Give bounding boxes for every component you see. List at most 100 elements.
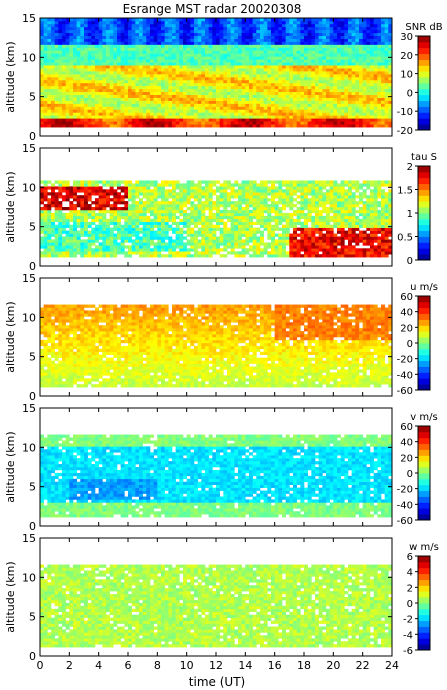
heatmap-cell bbox=[131, 20, 136, 25]
heatmap-cell bbox=[267, 62, 272, 66]
heatmap-cell bbox=[359, 20, 363, 25]
heatmap-cell bbox=[58, 59, 63, 63]
heatmap-cell bbox=[256, 124, 261, 128]
heatmap-cell bbox=[190, 65, 195, 69]
heatmap-cell bbox=[337, 62, 341, 66]
heatmap-cell bbox=[263, 32, 268, 36]
heatmap-cell bbox=[212, 41, 217, 45]
heatmap-cell bbox=[91, 218, 96, 223]
heatmap-cell bbox=[135, 35, 140, 39]
heatmap-cell bbox=[109, 85, 114, 90]
heatmap-cell bbox=[208, 18, 213, 22]
heatmap-cell bbox=[230, 124, 235, 128]
heatmap-cell bbox=[212, 65, 217, 69]
heatmap-cell bbox=[384, 47, 389, 51]
heatmap-cell bbox=[58, 106, 63, 110]
heatmap-cell bbox=[366, 53, 371, 57]
heatmap-cell bbox=[315, 65, 319, 69]
heatmap-cell bbox=[230, 207, 235, 211]
heatmap-cell bbox=[102, 77, 107, 81]
heatmap-cell bbox=[76, 56, 81, 60]
heatmap-cell bbox=[183, 215, 187, 220]
heatmap-cell bbox=[139, 227, 143, 231]
heatmap-cell bbox=[161, 230, 165, 234]
heatmap-cell bbox=[186, 239, 191, 243]
heatmap-cell bbox=[62, 44, 66, 48]
heatmap-cell bbox=[172, 41, 176, 45]
heatmap-cell bbox=[241, 230, 246, 234]
heatmap-cell bbox=[216, 195, 220, 199]
heatmap-cell bbox=[179, 201, 184, 205]
heatmap-cell bbox=[245, 112, 250, 116]
heatmap-cell bbox=[333, 38, 338, 42]
heatmap-cell bbox=[337, 82, 341, 87]
heatmap-cell bbox=[322, 20, 327, 25]
heatmap-cell bbox=[43, 103, 48, 107]
heatmap-cell bbox=[117, 180, 121, 184]
colorbar-segment bbox=[418, 94, 430, 102]
heatmap-cell bbox=[157, 218, 162, 223]
heatmap-cell bbox=[234, 215, 239, 220]
heatmap-cell bbox=[201, 41, 206, 45]
heatmap-cell bbox=[47, 38, 52, 42]
heatmap-cell bbox=[384, 18, 389, 22]
heatmap-cell bbox=[124, 227, 129, 231]
heatmap-cell bbox=[208, 245, 213, 249]
heatmap-cell bbox=[175, 242, 180, 246]
heatmap-cell bbox=[113, 23, 118, 28]
heatmap-cell bbox=[329, 32, 334, 36]
heatmap-cell bbox=[142, 88, 147, 93]
heatmap-cell bbox=[377, 44, 382, 48]
heatmap-cell bbox=[87, 97, 92, 101]
heatmap-cell bbox=[117, 195, 121, 199]
heatmap-cell bbox=[51, 189, 55, 193]
heatmap-cell bbox=[340, 88, 345, 93]
heatmap-cell bbox=[271, 79, 275, 84]
heatmap-cell bbox=[95, 50, 99, 54]
heatmap-cell bbox=[175, 115, 180, 119]
heatmap-cell bbox=[47, 59, 52, 63]
heatmap-cell bbox=[252, 124, 257, 128]
heatmap-cell bbox=[216, 248, 220, 252]
heatmap-cell bbox=[175, 204, 180, 208]
heatmap-cell bbox=[190, 215, 195, 220]
heatmap-cell bbox=[161, 59, 165, 63]
heatmap-cell bbox=[329, 56, 334, 60]
heatmap-cell bbox=[131, 79, 136, 84]
heatmap-cell bbox=[304, 53, 308, 57]
heatmap-cell bbox=[212, 230, 217, 234]
heatmap-cell bbox=[124, 207, 129, 211]
heatmap-cell bbox=[348, 124, 352, 128]
heatmap-cell bbox=[80, 68, 85, 72]
heatmap-cell bbox=[161, 189, 165, 193]
heatmap-cell bbox=[87, 230, 92, 234]
heatmap-cell bbox=[238, 242, 242, 246]
heatmap-cell bbox=[179, 248, 184, 252]
heatmap-cell bbox=[315, 26, 319, 31]
heatmap-cell bbox=[40, 77, 44, 81]
heatmap-cell bbox=[370, 41, 374, 45]
heatmap-cell bbox=[355, 29, 360, 34]
heatmap-cell bbox=[355, 79, 360, 84]
heatmap-cell bbox=[333, 82, 338, 87]
heatmap-cell bbox=[168, 112, 173, 116]
heatmap-cell bbox=[362, 53, 367, 57]
heatmap-cell bbox=[161, 23, 165, 28]
heatmap-cell bbox=[208, 248, 213, 252]
heatmap-cell bbox=[227, 204, 231, 208]
heatmap-cell bbox=[179, 20, 184, 25]
heatmap-cell bbox=[146, 224, 151, 228]
heatmap-cell bbox=[351, 53, 356, 57]
heatmap-cell bbox=[43, 183, 48, 187]
heatmap-cell bbox=[164, 29, 169, 34]
heatmap-cell bbox=[249, 183, 253, 187]
heatmap-cell bbox=[212, 56, 217, 60]
heatmap-cell bbox=[249, 180, 253, 184]
colorbar-segment bbox=[418, 106, 430, 113]
heatmap-cell bbox=[150, 106, 154, 110]
y-tick-label: 0 bbox=[29, 130, 36, 143]
heatmap-cell bbox=[128, 215, 132, 220]
heatmap-cell bbox=[131, 198, 136, 202]
heatmap-cell bbox=[172, 94, 176, 98]
heatmap-cell bbox=[80, 56, 85, 60]
